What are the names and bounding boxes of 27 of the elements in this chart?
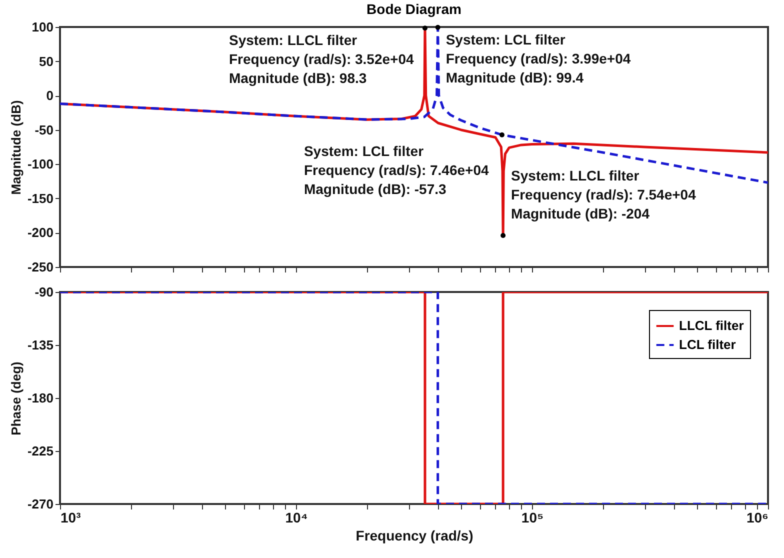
y-tick-label: -50	[34, 122, 54, 138]
y-tick-label: -100	[27, 156, 54, 172]
legend-label: LCL filter	[679, 337, 736, 352]
legend-label: LLCL filter	[679, 318, 744, 333]
x-tick-label: 10⁶	[746, 510, 768, 526]
y-tick-label: -90	[34, 284, 54, 300]
y-tick-label: -180	[27, 390, 54, 406]
y-tick-label: 100	[32, 20, 54, 34]
y-tick-label: 50	[39, 54, 54, 69]
y-tick-label: -225	[27, 444, 54, 458]
annotation: System: LCL filter Frequency (rad/s): 3.99e+04 Magnitude (dB): 99.4	[446, 31, 631, 86]
x-tick-label: 10⁵	[521, 510, 544, 526]
x-tick-label: 10³	[60, 510, 82, 526]
x-tick-label: 10⁴	[285, 510, 308, 526]
y-tick-label: -200	[27, 225, 54, 240]
y-tick-label: -150	[27, 190, 54, 206]
annotation: System: LLCL filter Frequency (rad/s): 7.54e+04 Magnitude (dB): -204	[511, 167, 696, 222]
y-axis-title: Phase (deg)	[8, 362, 24, 436]
x-axis-title: Frequency (rad/s)	[356, 528, 474, 544]
y-tick-label: -135	[27, 338, 54, 352]
y-tick-label: -250	[27, 260, 54, 274]
y-tick-label: -270	[27, 496, 54, 512]
chart-title: Bode Diagram	[366, 1, 462, 17]
y-tick-label: 0	[46, 88, 54, 104]
y-axis-title: Magnitude (dB)	[8, 100, 24, 195]
annotation: System: LCL filter Frequency (rad/s): 7.46e+04 Magnitude (dB): -57.3	[304, 142, 489, 197]
annotation: System: LLCL filter Frequency (rad/s): 3.52e+04 Magnitude (dB): 98.3	[228, 32, 414, 86]
